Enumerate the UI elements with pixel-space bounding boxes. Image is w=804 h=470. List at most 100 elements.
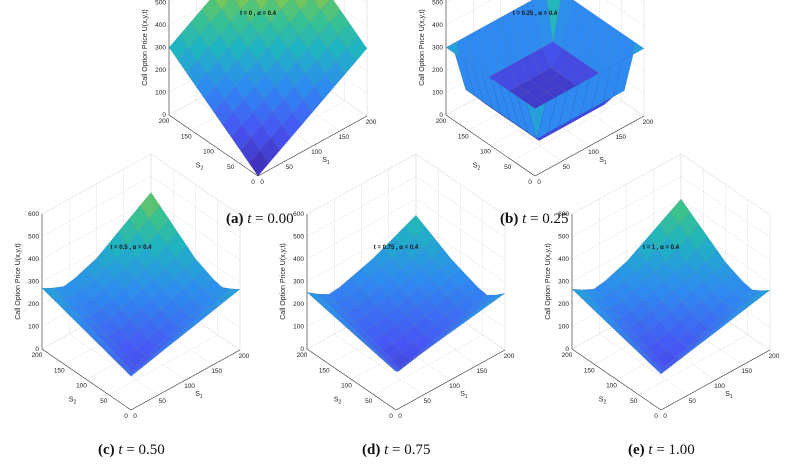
surface-patch bbox=[659, 211, 680, 237]
s1-tick-label: 100 bbox=[714, 383, 725, 390]
surface-patch bbox=[355, 315, 376, 332]
z-tick-label: 600 bbox=[293, 211, 304, 218]
surface-patch bbox=[315, 299, 336, 312]
s1-tick-label: 200 bbox=[239, 353, 250, 360]
surface-patch bbox=[685, 249, 706, 273]
surface-patch bbox=[708, 317, 729, 329]
z-tick-label: 600 bbox=[28, 211, 39, 218]
s2-axis-label: S2 bbox=[599, 397, 607, 406]
surface-plot-c: 0501001502000501001502000100200300400500… bbox=[15, 153, 250, 420]
grid-line bbox=[41, 153, 241, 216]
s1-tick-label: 100 bbox=[184, 383, 195, 390]
surface-patch bbox=[347, 35, 368, 62]
axes-lines bbox=[168, 0, 368, 177]
surface-mesh bbox=[306, 214, 506, 372]
surface-patch bbox=[526, 85, 548, 99]
surface-patch bbox=[77, 323, 98, 336]
z-tick-label: 100 bbox=[432, 90, 443, 97]
surface-patch bbox=[95, 340, 116, 354]
s1-axis-label: S1 bbox=[725, 391, 733, 400]
surface-patch bbox=[303, 86, 324, 113]
s1-axis-label: S1 bbox=[195, 391, 203, 400]
surface-patch bbox=[652, 281, 674, 302]
s2-tick-label: 200 bbox=[562, 352, 573, 359]
s1-axis-line bbox=[257, 115, 368, 177]
surface-patch bbox=[333, 315, 354, 329]
surface-patch bbox=[208, 297, 230, 308]
surface-patch bbox=[41, 287, 63, 298]
z-axis-label: Call Option Price U(x,y,t) bbox=[419, 9, 426, 86]
surface-patch bbox=[629, 320, 650, 338]
surface-patch bbox=[701, 291, 722, 312]
s2-axis-line bbox=[571, 348, 662, 411]
surface-patch bbox=[635, 344, 657, 358]
surface-patch bbox=[105, 344, 127, 357]
surface-patch bbox=[317, 293, 339, 304]
surface-patch bbox=[500, 11, 521, 67]
surface-patch bbox=[631, 300, 652, 322]
grid-line bbox=[571, 153, 771, 216]
s2-tick-label: 0 bbox=[528, 179, 532, 186]
z-tick-label: 200 bbox=[155, 67, 166, 74]
surface-patch bbox=[683, 271, 704, 292]
surface-patch bbox=[498, 65, 519, 93]
surface-patch bbox=[559, 53, 580, 81]
z-tick-label: 400 bbox=[155, 22, 166, 29]
s2-tick-label: 0 bbox=[654, 413, 658, 420]
surface-patch bbox=[650, 301, 672, 322]
z-tick-label: 500 bbox=[293, 234, 304, 241]
surface-patch bbox=[651, 365, 672, 375]
surface-patch bbox=[305, 60, 326, 87]
z-tick-label: 100 bbox=[155, 90, 166, 97]
surface-patch bbox=[625, 339, 646, 354]
z-tick-label: 100 bbox=[293, 324, 304, 331]
caption-b: (b) t = 0.25 bbox=[500, 211, 568, 228]
z-tick-label: 300 bbox=[155, 45, 166, 52]
s2-tick-label: 100 bbox=[606, 383, 617, 390]
surface-patch bbox=[402, 236, 424, 260]
surface-mesh bbox=[445, 0, 645, 141]
caption-var: t bbox=[522, 211, 527, 227]
surface-patch bbox=[250, 9, 271, 36]
surface-patch bbox=[499, 83, 520, 127]
surface-mesh bbox=[41, 192, 241, 377]
z-tick-label: 300 bbox=[293, 279, 304, 286]
surface-patch bbox=[463, 308, 484, 321]
surface-patch bbox=[645, 353, 666, 368]
surface-patch bbox=[113, 358, 134, 373]
s2-tick-label: 100 bbox=[76, 383, 87, 390]
surface-patch bbox=[50, 296, 72, 307]
surface-patch bbox=[165, 332, 186, 345]
s2-tick-label: 150 bbox=[584, 367, 595, 374]
surface-patch bbox=[362, 336, 383, 351]
caption-a: (a) t = 0.00 bbox=[226, 211, 294, 228]
surface-patch bbox=[613, 281, 634, 302]
surface-patch bbox=[657, 236, 678, 263]
caption-c: (c) t = 0.50 bbox=[98, 442, 165, 459]
caption-value: = 0.75 bbox=[392, 442, 431, 458]
surface-patch bbox=[386, 363, 407, 372]
surface-patch bbox=[254, 73, 276, 100]
surface-plot-d: 0501001502000501001502000100200300400500… bbox=[280, 153, 515, 420]
surface-patch bbox=[445, 41, 466, 90]
caption-e: (e) t = 1.00 bbox=[628, 442, 695, 459]
z-tick-label: 100 bbox=[28, 324, 39, 331]
plot-title: t = 1 , α = 0.4 bbox=[643, 245, 680, 251]
caption-tag: (b) bbox=[500, 211, 519, 227]
s2-tick-label: 150 bbox=[458, 133, 469, 140]
surface-patch bbox=[582, 288, 604, 300]
caption-tag: (c) bbox=[98, 442, 115, 458]
surface-patch bbox=[157, 218, 178, 246]
surface-patch bbox=[86, 332, 107, 345]
surface-patch bbox=[687, 224, 708, 250]
s1-axis-line bbox=[660, 349, 771, 411]
z-tick-label: 400 bbox=[432, 22, 443, 29]
s2-axis-label: S2 bbox=[473, 163, 481, 172]
s2-tick-label: 200 bbox=[32, 352, 43, 359]
surface-patch bbox=[360, 339, 381, 355]
z-tick-label: 200 bbox=[28, 301, 39, 308]
z-tick-label: 500 bbox=[558, 234, 569, 241]
s1-tick-label: 0 bbox=[133, 413, 137, 420]
z-tick-label: 300 bbox=[28, 279, 39, 286]
surface-patch bbox=[121, 367, 142, 377]
